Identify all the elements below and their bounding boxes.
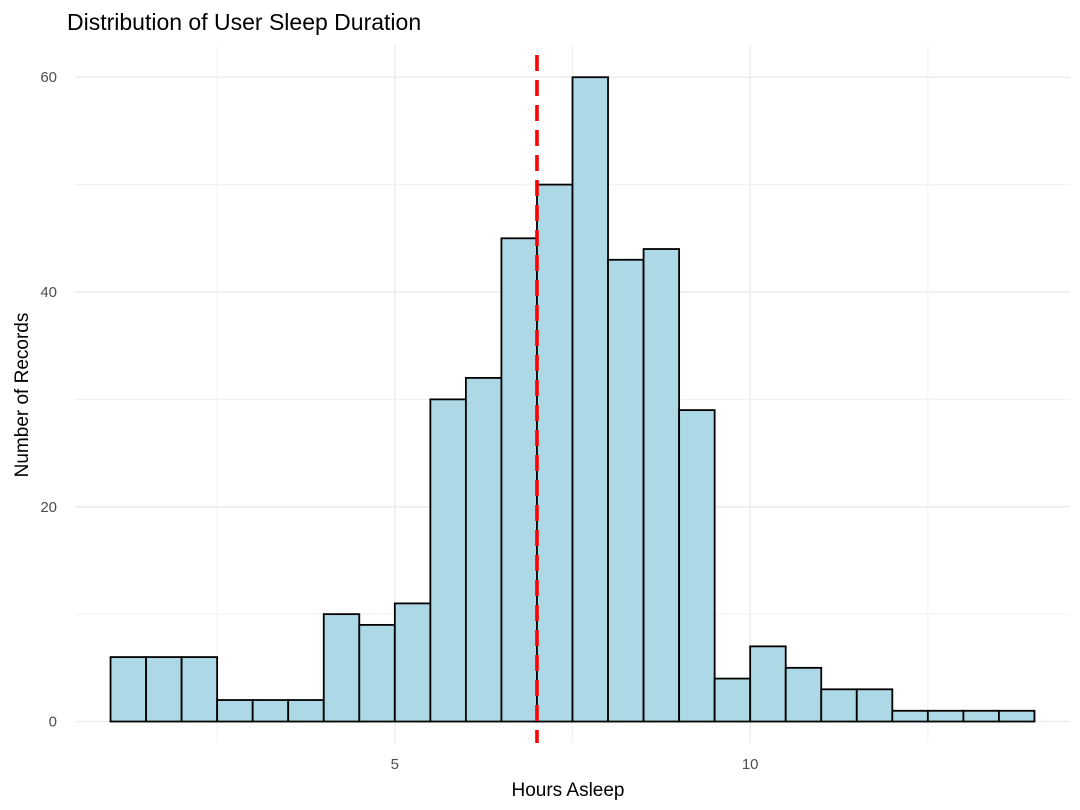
x-tick-label: 10	[742, 756, 759, 773]
histogram-bar	[784, 666, 823, 723]
histogram-bar	[820, 688, 858, 723]
y-tick-label: 40	[40, 284, 57, 301]
histogram-bar	[358, 623, 396, 723]
chart-title: Distribution of User Sleep Duration	[67, 9, 421, 35]
histogram-bar	[216, 699, 254, 723]
histogram-bar	[429, 398, 467, 723]
x-tick-label: 5	[391, 756, 399, 773]
y-tick-label: 60	[40, 69, 57, 86]
histogram-bar	[109, 656, 147, 723]
x-axis-title: Hours Asleep	[511, 780, 624, 801]
histogram-bar	[678, 409, 716, 723]
histogram-bar	[145, 656, 183, 723]
histogram-bar	[926, 709, 965, 723]
histogram-bar	[607, 258, 645, 723]
histogram-bar	[891, 709, 929, 723]
y-tick-label: 0	[49, 714, 57, 731]
histogram-bar	[393, 602, 432, 723]
histogram-bar	[571, 76, 609, 723]
histogram-bar	[536, 183, 574, 723]
histogram-bar	[500, 237, 538, 723]
y-axis-title: Number of Records	[12, 313, 33, 478]
histogram-bar	[998, 709, 1036, 723]
histogram-bar	[962, 709, 1000, 723]
y-tick-label: 20	[40, 499, 57, 516]
tick-labels: 5 10 0 20 40 60	[40, 69, 758, 773]
histogram-bar	[749, 645, 787, 723]
histogram-bar	[322, 613, 361, 723]
histogram-bar	[642, 248, 681, 723]
histogram-bar	[713, 677, 752, 723]
histogram-bar	[287, 699, 325, 723]
bars	[109, 76, 1036, 723]
histogram-bar	[251, 699, 290, 723]
histogram-bar	[464, 376, 503, 723]
histogram-bar	[180, 656, 219, 723]
histogram-bar	[855, 688, 894, 723]
